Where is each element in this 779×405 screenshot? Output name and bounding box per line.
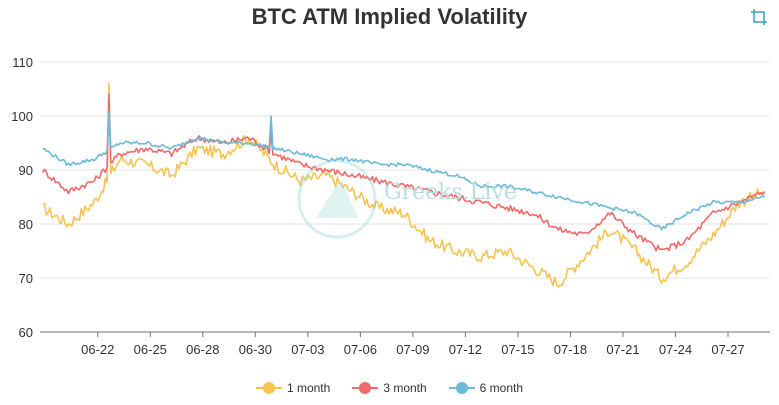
x-tick-label: 06-22 <box>81 342 114 357</box>
y-tick-label: 70 <box>19 271 33 286</box>
legend-label: 1 month <box>286 381 331 395</box>
x-tick-label: 07-12 <box>449 342 482 357</box>
x-tick-label: 07-09 <box>396 342 429 357</box>
series-line-1-month <box>42 82 766 288</box>
y-tick-label: 100 <box>11 109 33 124</box>
y-tick-label: 90 <box>19 163 33 178</box>
x-tick-label: 06-28 <box>186 342 219 357</box>
y-tick-label: 60 <box>19 325 33 340</box>
series-line-6-month <box>42 109 766 231</box>
x-tick-label: 06-25 <box>134 342 167 357</box>
x-tick-label: 07-24 <box>659 342 692 357</box>
y-tick-label: 110 <box>12 55 33 70</box>
x-tick-label: 07-21 <box>606 342 639 357</box>
legend-label: 3 month <box>383 381 427 395</box>
legend-label: 6 month <box>479 381 524 395</box>
chart-title: BTC ATM Implied Volatility <box>251 4 528 29</box>
x-tick-label: 07-15 <box>501 342 534 357</box>
y-tick-label: 80 <box>19 217 33 232</box>
x-axis: 06-22 06-25 06-28 06-30 07-03 07-06 07-09 07-12… <box>81 332 745 357</box>
series-line-3-month <box>41 93 766 252</box>
crop-icon[interactable] <box>750 8 768 26</box>
series-group <box>41 82 766 288</box>
grid-lines <box>40 61 770 333</box>
x-tick-label: 07-18 <box>554 342 587 357</box>
legend-swatch-3-month <box>352 382 379 394</box>
legend-item-3-month[interactable]: 3 month <box>352 381 427 395</box>
legend-swatch-6-month <box>448 382 475 394</box>
legend-swatch-1-month <box>255 382 282 394</box>
legend-item-6-month[interactable]: 6 month <box>448 381 524 395</box>
legend: 1 month 3 month 6 month <box>0 381 779 395</box>
x-tick-label: 07-06 <box>344 342 377 357</box>
x-tick-label: 06-30 <box>239 342 272 357</box>
legend-item-1-month[interactable]: 1 month <box>255 381 331 395</box>
x-tick-label: 07-27 <box>711 342 744 357</box>
y-axis: 60 70 80 90 100 110 <box>11 55 33 340</box>
x-tick-label: 07-03 <box>291 342 324 357</box>
